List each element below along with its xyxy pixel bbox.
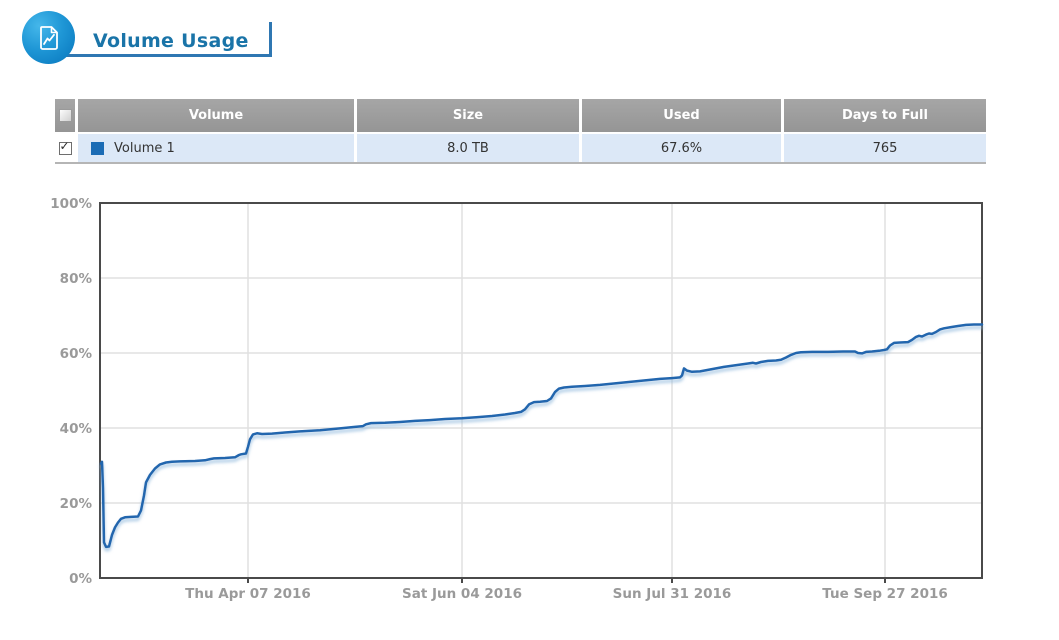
- column-header-volume: Volume: [78, 99, 354, 132]
- y-axis-label: 80%: [60, 271, 93, 287]
- x-axis-label: Thu Apr 07 2016: [185, 586, 311, 602]
- select-all-cell: [55, 99, 75, 132]
- x-axis-label: Sat Jun 04 2016: [402, 586, 522, 602]
- x-axis-label: Sun Jul 31 2016: [613, 586, 732, 602]
- title-underline-box: [53, 22, 272, 57]
- y-axis-label: 20%: [60, 496, 93, 512]
- checkmark-icon: ✓: [59, 138, 70, 153]
- days-to-full-cell: 765: [784, 134, 986, 162]
- y-axis-label: 100%: [50, 196, 92, 212]
- column-header-days-to-full: Days to Full: [784, 99, 986, 132]
- row-select-cell: ✓: [55, 134, 75, 162]
- select-all-checkbox[interactable]: [58, 109, 72, 122]
- y-axis-label: 0%: [69, 571, 92, 587]
- x-axis-label: Tue Sep 27 2016: [822, 586, 948, 602]
- volume-name: Volume 1: [114, 140, 175, 156]
- page-title: Volume Usage: [93, 30, 249, 52]
- plot-border: [99, 202, 983, 579]
- y-axis-label: 60%: [60, 346, 93, 362]
- series-color-swatch: [91, 141, 104, 155]
- column-header-size: Size: [357, 99, 579, 132]
- used-cell: 67.6%: [582, 134, 781, 162]
- volume-cell: Volume 1: [78, 134, 354, 162]
- y-axis-label: 40%: [60, 421, 93, 437]
- volume-table: Volume Size Used Days to Full ✓ Volume 1…: [55, 99, 986, 164]
- table-header-row: Volume Size Used Days to Full: [55, 99, 986, 132]
- table-row: ✓ Volume 1 8.0 TB 67.6% 765: [55, 134, 986, 162]
- row-checkbox[interactable]: ✓: [58, 138, 72, 155]
- usage-line-volume-1: [99, 323, 984, 549]
- column-header-used: Used: [582, 99, 781, 132]
- table-bottom-border: [55, 162, 986, 164]
- size-cell: 8.0 TB: [357, 134, 579, 162]
- report-chart-icon: [22, 11, 75, 64]
- document-chart-glyph: [39, 25, 58, 50]
